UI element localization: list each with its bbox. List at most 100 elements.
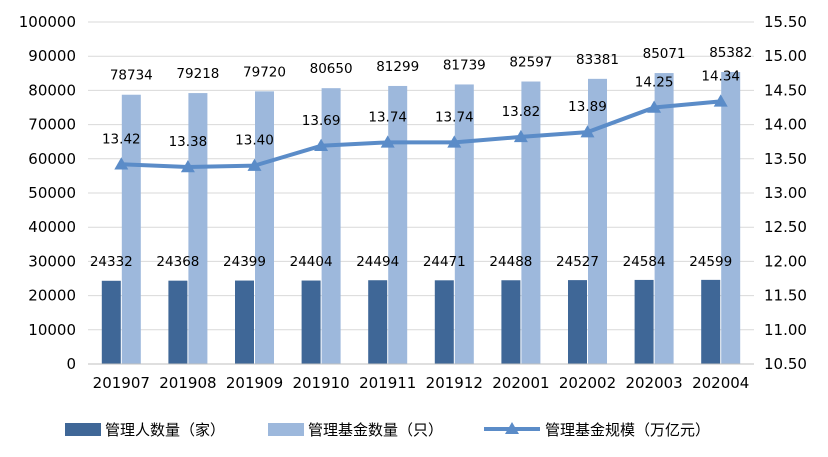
bar-fund-count xyxy=(521,81,541,365)
y-right-tick-label: 13.00 xyxy=(764,184,807,202)
x-tick-label: 202003 xyxy=(625,374,682,392)
bar-manager-count xyxy=(235,280,254,364)
data-label-fund-scale: 13.42 xyxy=(102,131,141,147)
x-tick-label: 201908 xyxy=(159,374,216,392)
line-marker-triangle xyxy=(247,158,262,171)
x-tick-label: 202001 xyxy=(492,374,549,392)
bar-manager-count xyxy=(434,280,454,364)
y-left-tick-label: 80000 xyxy=(28,81,76,99)
legend-swatch-manager-count xyxy=(65,423,101,436)
y-right-tick-label: 12.50 xyxy=(764,218,807,236)
axes: 0 10000 20000 30000 40000 50000 60000 70000 8000… xyxy=(19,13,807,392)
data-label-fund-scale: 13.82 xyxy=(502,104,541,120)
bar-fund-count xyxy=(121,94,141,364)
line-marker-triangle xyxy=(114,157,129,170)
data-label-manager-count: 24488 xyxy=(489,254,532,270)
legend-label-fund-scale: 管理基金规模（万亿元） xyxy=(545,421,710,439)
data-label-fund-count: 79218 xyxy=(176,66,219,82)
y-right-tick-label: 12.00 xyxy=(764,252,807,270)
y-right-tick-label: 10.50 xyxy=(764,355,807,373)
line-marker-triangle xyxy=(647,100,662,113)
line-series xyxy=(114,94,728,173)
line-marker-triangle xyxy=(713,94,728,107)
y-right-tick-label: 15.50 xyxy=(764,13,807,31)
x-tick-label: 202002 xyxy=(559,374,616,392)
legend: 管理人数量（家） 管理基金数量（只） 管理基金规模（万亿元） xyxy=(65,421,710,439)
bar-manager-count xyxy=(101,280,121,364)
y-right-tick-label: 11.00 xyxy=(764,321,807,339)
legend-label-fund-count: 管理基金数量（只） xyxy=(308,421,443,439)
data-label-manager-count: 24599 xyxy=(689,254,732,270)
legend-marker-triangle xyxy=(505,422,519,434)
data-label-fund-count: 85071 xyxy=(643,46,686,62)
y-left-tick-label: 60000 xyxy=(28,150,76,168)
data-label-fund-scale: 14.25 xyxy=(635,75,674,91)
bar-fund-count xyxy=(388,85,408,364)
x-tick-label: 202004 xyxy=(692,374,749,392)
data-label-fund-scale: 13.38 xyxy=(169,134,208,150)
data-label-manager-count: 24494 xyxy=(356,254,399,270)
y-right-tick-label: 13.50 xyxy=(764,150,807,168)
data-label-fund-count: 83381 xyxy=(576,52,619,68)
data-label-fund-count: 82597 xyxy=(509,55,552,71)
y-left-tick-label: 70000 xyxy=(28,116,76,134)
legend-swatch-fund-count xyxy=(268,423,304,436)
x-tick-label: 201911 xyxy=(359,374,416,392)
data-label-manager-count: 24399 xyxy=(223,254,266,270)
y-left-tick-label: 20000 xyxy=(28,287,76,305)
bar-fund-count xyxy=(454,84,474,364)
y-left-tick-label: 100000 xyxy=(19,13,76,31)
line-marker-triangle xyxy=(580,125,595,138)
data-label-manager-count: 24368 xyxy=(156,254,199,270)
bar-fund-count xyxy=(654,73,674,364)
y-left-tick-label: 50000 xyxy=(28,184,76,202)
data-label-fund-count: 79720 xyxy=(243,64,286,80)
data-label-fund-scale: 13.74 xyxy=(435,109,474,125)
bar-manager-count xyxy=(568,280,587,364)
x-tick-label: 201910 xyxy=(292,374,349,392)
bar-manager-count xyxy=(368,280,388,364)
data-label-fund-count: 78734 xyxy=(110,68,153,84)
bar-series xyxy=(101,71,741,365)
bar-manager-count xyxy=(634,279,654,364)
data-labels: 24332 78734 24368 79218 24399 79720 24404 80650… xyxy=(90,45,752,270)
line-marker-triangle xyxy=(513,129,528,143)
y-left-tick-label: 40000 xyxy=(28,218,76,236)
y-right-tick-label: 15.00 xyxy=(764,47,807,65)
data-label-fund-count: 85382 xyxy=(709,45,752,61)
line-marker-triangle xyxy=(380,135,395,148)
data-label-fund-count: 81299 xyxy=(376,59,419,75)
data-label-fund-count: 80650 xyxy=(310,61,353,77)
data-label-manager-count: 24527 xyxy=(556,254,599,270)
bar-manager-count xyxy=(701,279,721,364)
data-label-fund-scale: 13.74 xyxy=(368,109,407,125)
y-right-tick-label: 11.50 xyxy=(764,287,807,305)
y-left-tick-label: 30000 xyxy=(28,252,76,270)
bar-fund-count xyxy=(188,93,208,365)
bar-manager-count xyxy=(168,280,188,364)
x-tick-label: 201907 xyxy=(93,374,150,392)
line-marker-triangle xyxy=(447,135,462,148)
data-label-fund-scale: 14.34 xyxy=(701,68,740,84)
data-label-manager-count: 24332 xyxy=(90,254,133,270)
data-label-manager-count: 24471 xyxy=(423,254,466,270)
legend-label-manager-count: 管理人数量（家） xyxy=(105,421,225,439)
bar-fund-count xyxy=(588,78,607,365)
data-label-fund-count: 81739 xyxy=(443,57,486,73)
line-marker-triangle xyxy=(314,138,329,152)
bar-manager-count xyxy=(501,280,521,364)
bar-fund-count xyxy=(721,71,741,364)
x-tick-label: 201909 xyxy=(226,374,283,392)
y-left-tick-label: 10000 xyxy=(28,321,76,339)
bar-fund-count xyxy=(321,88,341,364)
data-label-manager-count: 24584 xyxy=(623,254,666,270)
bar-manager-count xyxy=(301,280,321,364)
line-marker-triangle xyxy=(180,160,195,173)
y-left-tick-label: 90000 xyxy=(28,47,76,65)
data-label-fund-scale: 13.89 xyxy=(568,99,607,115)
y-right-tick-label: 14.50 xyxy=(764,81,807,99)
y-right-tick-label: 14.00 xyxy=(764,116,807,134)
data-label-manager-count: 24404 xyxy=(290,254,333,270)
data-label-fund-scale: 13.69 xyxy=(302,113,341,129)
